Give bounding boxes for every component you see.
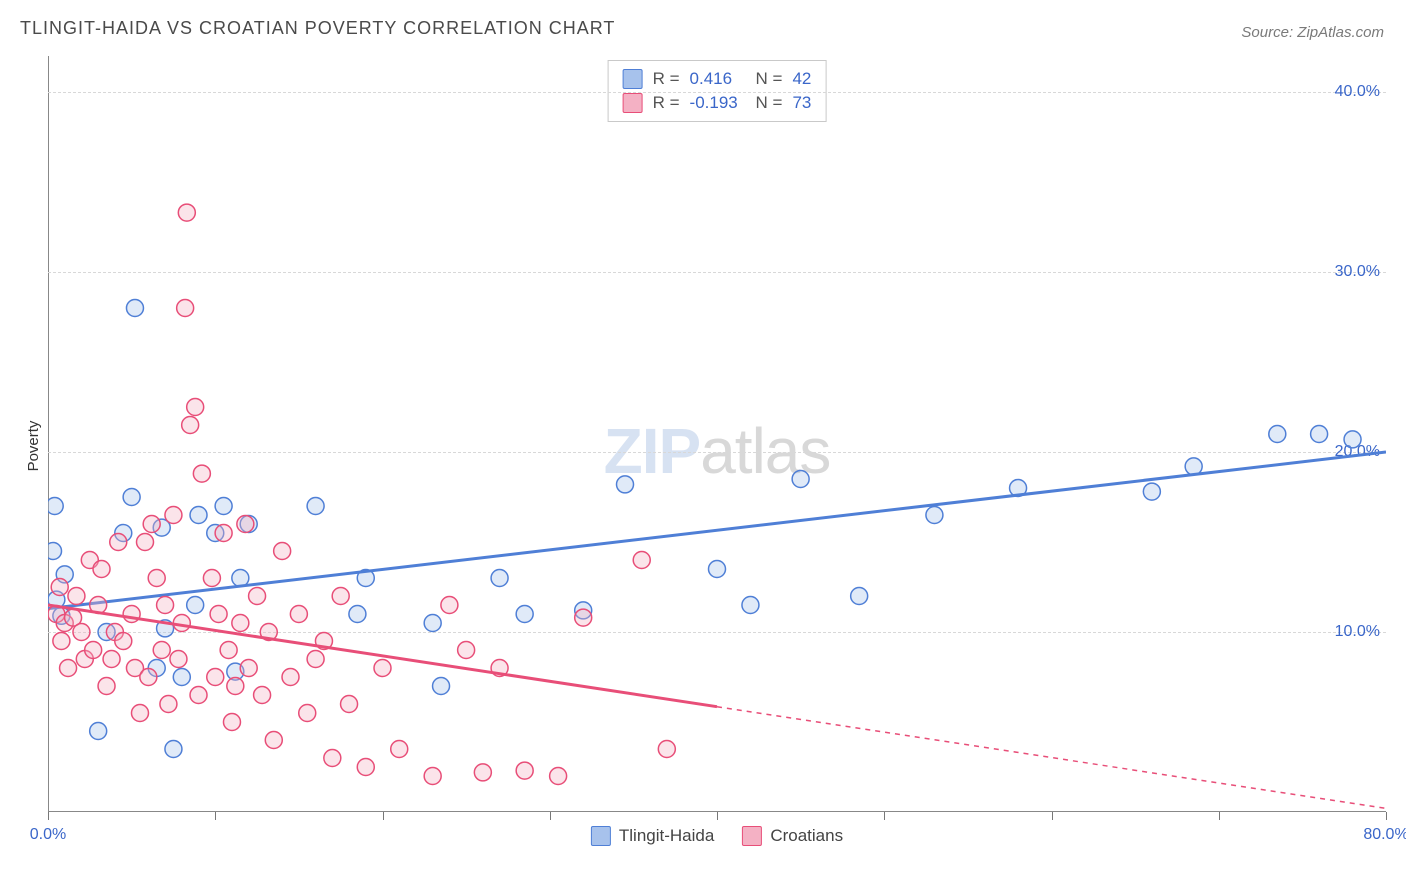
data-point bbox=[424, 615, 441, 632]
source-link[interactable]: ZipAtlas.com bbox=[1297, 24, 1384, 41]
data-point bbox=[68, 588, 85, 605]
data-point bbox=[165, 507, 182, 524]
data-point bbox=[617, 476, 634, 493]
data-point bbox=[85, 642, 102, 659]
data-point bbox=[182, 417, 199, 434]
data-point bbox=[187, 597, 204, 614]
data-point bbox=[178, 204, 195, 221]
data-point bbox=[458, 642, 475, 659]
data-point bbox=[307, 651, 324, 668]
data-point bbox=[187, 399, 204, 416]
data-point bbox=[90, 723, 107, 740]
data-point bbox=[237, 516, 254, 533]
data-point bbox=[123, 489, 140, 506]
data-point bbox=[265, 732, 282, 749]
data-point bbox=[148, 570, 165, 587]
data-point bbox=[48, 543, 62, 560]
data-point bbox=[215, 498, 232, 515]
data-point bbox=[249, 588, 266, 605]
data-point bbox=[1311, 426, 1328, 443]
data-point bbox=[73, 624, 90, 641]
data-point bbox=[232, 615, 249, 632]
data-point bbox=[926, 507, 943, 524]
regression-line bbox=[48, 605, 717, 707]
chart-title: TLINGIT-HAIDA VS CROATIAN POVERTY CORREL… bbox=[20, 18, 615, 39]
data-point bbox=[1344, 431, 1361, 448]
y-axis-label: Poverty bbox=[25, 421, 42, 472]
data-point bbox=[290, 606, 307, 623]
data-point bbox=[341, 696, 358, 713]
data-point bbox=[143, 516, 160, 533]
data-point bbox=[60, 660, 77, 677]
data-point bbox=[424, 768, 441, 785]
data-point bbox=[441, 597, 458, 614]
data-point bbox=[203, 570, 220, 587]
data-point bbox=[103, 651, 120, 668]
data-point bbox=[240, 660, 257, 677]
data-point bbox=[51, 579, 68, 596]
data-point bbox=[851, 588, 868, 605]
data-point bbox=[215, 525, 232, 542]
data-point bbox=[709, 561, 726, 578]
data-point bbox=[220, 642, 237, 659]
data-point bbox=[433, 678, 450, 695]
plot-area: ZIPatlas R = 0.416N = 42R = -0.193N = 73… bbox=[48, 56, 1386, 846]
data-point bbox=[374, 660, 391, 677]
data-point bbox=[332, 588, 349, 605]
data-point bbox=[349, 606, 366, 623]
data-point bbox=[1143, 483, 1160, 500]
data-point bbox=[274, 543, 291, 560]
data-point bbox=[282, 669, 299, 686]
data-point bbox=[177, 300, 194, 317]
chart-svg bbox=[48, 56, 1386, 846]
data-point bbox=[160, 696, 177, 713]
data-point bbox=[126, 300, 143, 317]
data-point bbox=[98, 678, 115, 695]
data-point bbox=[131, 705, 148, 722]
regression-line-extrapolated bbox=[717, 707, 1386, 809]
data-point bbox=[157, 597, 174, 614]
data-point bbox=[190, 507, 207, 524]
data-point bbox=[115, 633, 132, 650]
data-point bbox=[153, 642, 170, 659]
data-point bbox=[575, 609, 592, 626]
data-point bbox=[474, 764, 491, 781]
data-point bbox=[210, 606, 227, 623]
data-point bbox=[173, 669, 190, 686]
data-point bbox=[207, 669, 224, 686]
chart-container: TLINGIT-HAIDA VS CROATIAN POVERTY CORREL… bbox=[0, 0, 1406, 892]
data-point bbox=[391, 741, 408, 758]
data-point bbox=[137, 534, 154, 551]
data-point bbox=[227, 678, 244, 695]
data-point bbox=[48, 498, 63, 515]
data-point bbox=[223, 714, 240, 731]
data-point bbox=[110, 534, 127, 551]
data-point bbox=[633, 552, 650, 569]
data-point bbox=[357, 759, 374, 776]
data-point bbox=[299, 705, 316, 722]
data-point bbox=[742, 597, 759, 614]
data-point bbox=[1269, 426, 1286, 443]
data-point bbox=[516, 762, 533, 779]
data-point bbox=[93, 561, 110, 578]
data-point bbox=[550, 768, 567, 785]
data-point bbox=[165, 741, 182, 758]
data-point bbox=[658, 741, 675, 758]
data-point bbox=[193, 465, 210, 482]
data-point bbox=[190, 687, 207, 704]
x-tick-mark bbox=[1386, 812, 1387, 820]
data-point bbox=[170, 651, 187, 668]
data-point bbox=[254, 687, 271, 704]
data-point bbox=[792, 471, 809, 488]
data-point bbox=[140, 669, 157, 686]
data-point bbox=[53, 633, 70, 650]
data-point bbox=[516, 606, 533, 623]
data-point bbox=[491, 570, 508, 587]
data-point bbox=[307, 498, 324, 515]
source-prefix: Source: bbox=[1241, 24, 1297, 41]
source-attribution: Source: ZipAtlas.com bbox=[1241, 24, 1384, 41]
data-point bbox=[324, 750, 341, 767]
